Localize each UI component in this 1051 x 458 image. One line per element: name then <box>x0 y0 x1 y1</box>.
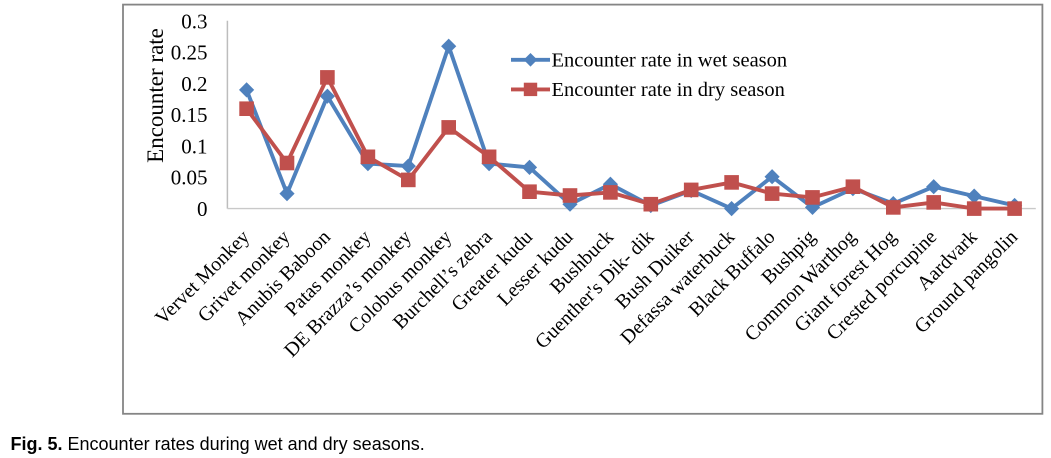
svg-text:0.3: 0.3 <box>181 9 207 33</box>
svg-text:Encounter rate in wet season: Encounter rate in wet season <box>552 50 788 72</box>
svg-text:0.1: 0.1 <box>181 134 207 158</box>
svg-text:0.25: 0.25 <box>171 41 208 65</box>
svg-text:0.2: 0.2 <box>181 72 207 96</box>
svg-text:0: 0 <box>197 197 208 221</box>
svg-text:Encounter rate: Encounter rate <box>143 28 168 163</box>
svg-text:Encounter rate in dry season: Encounter rate in dry season <box>552 79 785 101</box>
svg-text:0.05: 0.05 <box>171 166 208 190</box>
svg-text:0.15: 0.15 <box>171 103 208 127</box>
svg-text:Fig. 5. Encounter rates during: Fig. 5. Encounter rates during wet and d… <box>11 434 425 454</box>
